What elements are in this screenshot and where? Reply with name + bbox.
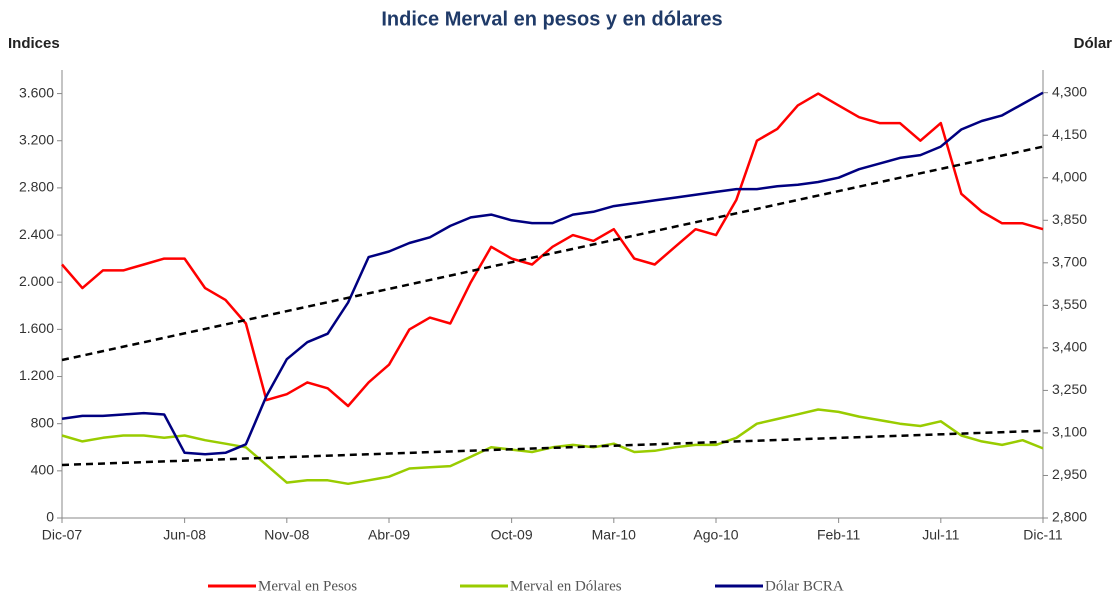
y-tick-label: 3.200 (19, 131, 54, 147)
y2-tick-label: 2,950 (1052, 466, 1087, 482)
y-tick-label: 2.800 (19, 179, 54, 195)
x-tick-label: Nov-08 (264, 527, 309, 543)
x-tick-label: Dic-07 (42, 527, 83, 543)
legend-label: Merval en Pesos (258, 578, 357, 594)
y-tick-label: 3.600 (19, 84, 54, 100)
y2-tick-label: 4,300 (1052, 83, 1087, 99)
series-line (61, 408, 1044, 486)
y-tick-label: 400 (31, 462, 55, 478)
legend-label: Merval en Dólares (510, 578, 622, 594)
chart-title: Indice Merval en pesos y en dólares (381, 8, 722, 30)
y2-tick-label: 3,850 (1052, 211, 1087, 227)
x-tick-label: Mar-10 (592, 527, 637, 543)
x-tick-label: Abr-09 (368, 527, 410, 543)
x-tick-label: Feb-11 (817, 527, 861, 543)
y-tick-label: 1.200 (19, 367, 54, 383)
x-tick-label: Oct-09 (491, 527, 533, 543)
x-tick-label: Jun-08 (163, 527, 206, 543)
y2-tick-label: 2,800 (1052, 509, 1087, 525)
y2-tick-label: 4,000 (1052, 168, 1087, 184)
y-tick-label: 2.000 (19, 273, 54, 289)
y2-tick-label: 3,250 (1052, 381, 1087, 397)
y-tick-label: 800 (31, 414, 55, 430)
x-tick-label: Jul-11 (922, 527, 959, 543)
series-line (61, 91, 1044, 456)
y-axis-title: Indices (8, 35, 60, 52)
y-tick-label: 2.400 (19, 226, 54, 242)
y2-axis-title: Dólar (1074, 35, 1113, 52)
legend-label: Dólar BCRA (765, 578, 844, 594)
y2-tick-label: 3,700 (1052, 254, 1087, 270)
trend-line (61, 145, 1044, 362)
y2-tick-label: 4,150 (1052, 126, 1087, 142)
trend-line (61, 429, 1044, 467)
y-tick-label: 1.600 (19, 320, 54, 336)
series-line (61, 92, 1044, 408)
x-tick-label: Ago-10 (693, 527, 738, 543)
y-tick-label: 0 (46, 509, 54, 525)
y2-tick-label: 3,550 (1052, 296, 1087, 312)
y2-tick-label: 3,100 (1052, 424, 1087, 440)
x-tick-label: Dic-11 (1023, 527, 1063, 543)
y2-tick-label: 3,400 (1052, 339, 1087, 355)
